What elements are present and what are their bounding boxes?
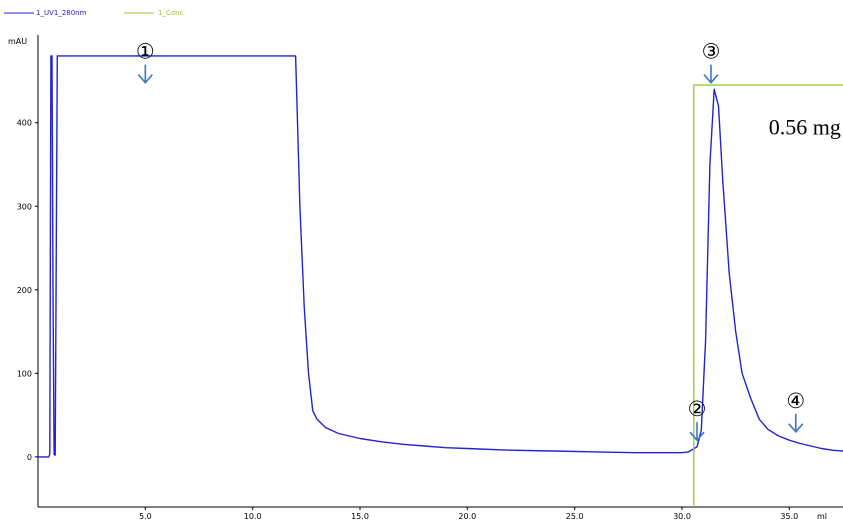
marker-label: ④ [786,389,805,413]
series-uv-280nm-line [38,55,843,458]
marker-annotation: ③ [702,40,721,84]
legend-label-uv: 1_UV1_280nm [36,9,87,17]
marker-label: ② [688,397,707,421]
annotation-layer: ① ② ③ ④ [136,40,805,442]
marker-annotation: ① [136,40,155,84]
x-tick-label: 25.0 [566,512,584,521]
legend-label-conc: 1_Conc [158,9,184,17]
y-axis-ticks: 0 100 200 300 400 [17,119,38,462]
y-tick-label: 200 [17,286,32,295]
marker-label: ③ [702,40,721,64]
series-layer [38,55,843,507]
x-tick-label: 35.0 [780,512,798,521]
legend: 1_UV1_280nm 1_Conc [4,9,184,17]
y-tick-label: 400 [17,119,32,128]
marker-arrow-head [703,74,719,84]
series-conc-line [693,84,843,507]
marker-arrow-head [137,74,153,84]
marker-arrow-head [788,423,804,434]
x-tick-label: 15.0 [351,512,369,521]
y-tick-label: 0 [27,453,32,462]
x-axis-unit-label: ml [817,512,827,521]
y-axis-unit-label: mAU [8,37,27,46]
x-tick-label: 20.0 [458,512,476,521]
marker-annotation: ④ [786,389,805,434]
x-axis-ticks: 5.0 10.0 15.0 20.0 25.0 30.0 35.0 [139,507,798,521]
x-tick-label: 10.0 [244,512,262,521]
y-tick-label: 100 [17,369,32,378]
concentration-annotation: 0.56 mg [769,114,841,139]
marker-label: ① [136,40,155,64]
marker-annotation: ② [688,397,707,442]
y-tick-label: 300 [17,202,32,211]
x-tick-label: 30.0 [673,512,691,521]
marker-arrow-head [689,431,705,442]
x-tick-label: 5.0 [139,512,152,521]
